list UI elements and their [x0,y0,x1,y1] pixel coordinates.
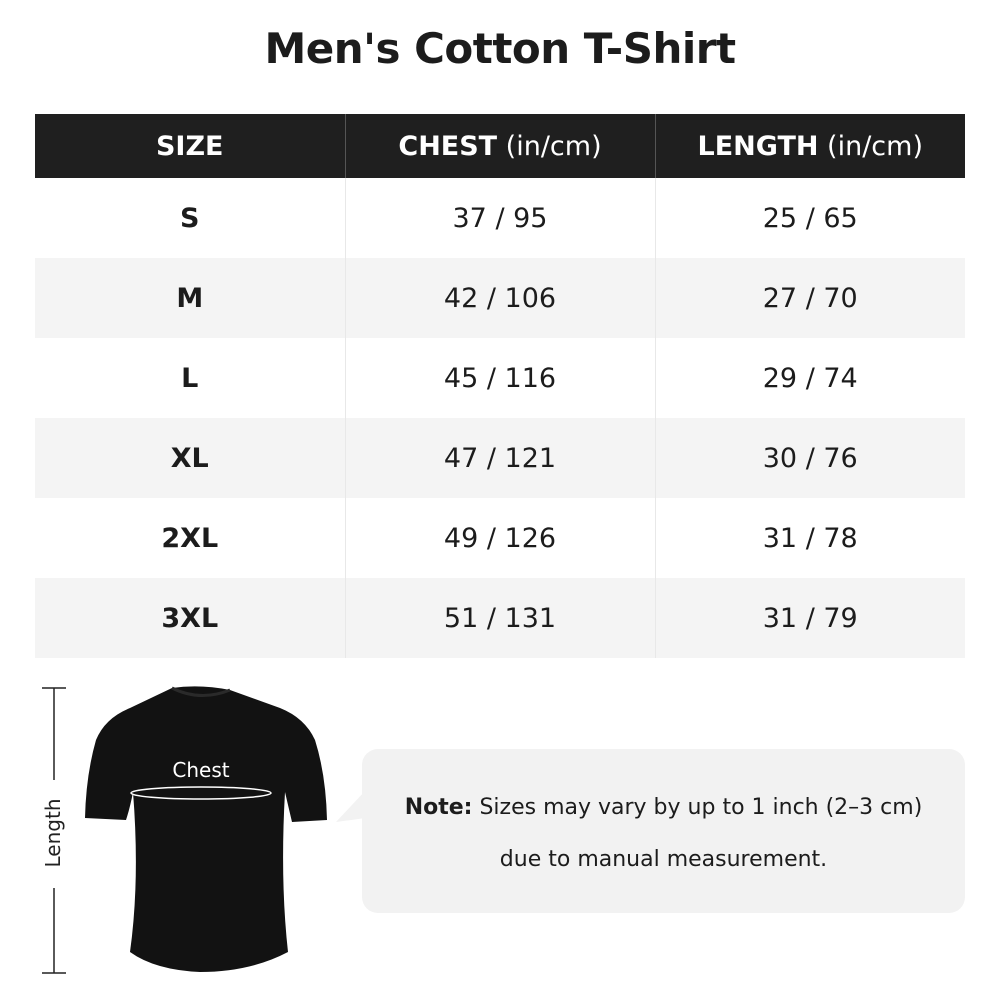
table-row: M 42 / 106 27 / 70 [35,258,965,338]
chest-label: Chest [172,758,229,782]
size-cell: M [35,258,345,338]
header-length: LENGTH (in/cm) [654,114,965,178]
chest-measure-icon [130,786,272,800]
chest-cell: 51 / 131 [344,578,655,658]
header-unit: (in/cm) [497,130,602,162]
note-prefix: Note: [404,795,473,820]
length-cell: 31 / 79 [654,578,965,658]
size-cell: XL [35,418,345,498]
header-label: LENGTH [697,130,819,162]
note-line-2: due to manual measurement. [499,847,828,872]
length-cell: 31 / 78 [654,498,965,578]
length-label: Length [41,799,65,868]
header-unit: (in/cm) [818,130,923,162]
size-cell: 2XL [161,522,219,554]
note-line-1: Note: Sizes may vary by up to 1 inch (2–… [362,795,965,820]
chest-cell: 47 / 121 [344,418,655,498]
tshirt-icon [85,686,327,972]
size-cell: S [180,202,200,234]
size-chart-table: SIZE CHEST (in/cm) LENGTH (in/cm) S 37 / … [35,114,965,658]
page-title: Men's Cotton T-Shirt [264,24,736,73]
length-cell: 29 / 74 [654,338,965,418]
chest-cell: 42 / 106 [344,258,655,338]
note-bubble: Note: Sizes may vary by up to 1 inch (2–… [362,749,965,913]
table-row: L 45 / 116 29 / 74 [35,338,965,418]
header-chest: CHEST (in/cm) [344,114,655,178]
table-header: SIZE CHEST (in/cm) LENGTH (in/cm) [35,114,965,178]
header-label: SIZE [155,130,224,162]
chest-cell: 45 / 116 [344,338,655,418]
note-text: Sizes may vary by up to 1 inch (2–3 cm) [472,795,923,820]
table-row: 2XL 49 / 126 31 / 78 [35,498,965,578]
header-size: SIZE [35,114,345,178]
size-cell: 3XL [35,578,345,658]
speech-bubble-tail [336,790,366,822]
size-cell: L [181,362,199,394]
length-cell: 30 / 76 [654,418,965,498]
chest-cell: 49 / 126 [344,498,655,578]
chest-cell: 37 / 95 [344,178,655,258]
table-row: S 37 / 95 25 / 65 [35,178,965,258]
length-cell: 27 / 70 [654,258,965,338]
length-ruler: Length [41,687,66,974]
table-row: 3XL 51 / 131 31 / 79 [35,578,965,658]
tshirt-diagram: Length Chest [41,686,327,974]
length-cell: 25 / 65 [654,178,965,258]
header-label: CHEST [398,130,498,162]
table-row: XL 47 / 121 30 / 76 [35,418,965,498]
